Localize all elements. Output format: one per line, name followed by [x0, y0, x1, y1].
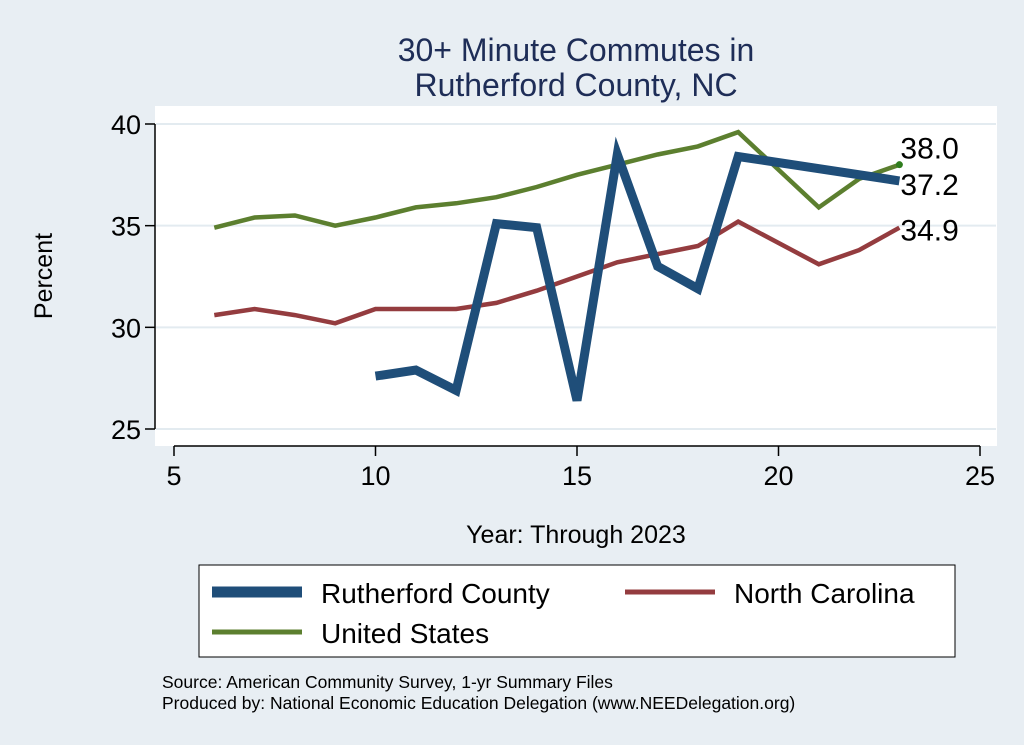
grid-layer	[156, 123, 996, 430]
series-line-north-carolina	[213, 219, 901, 326]
y-tick-label-40: 40	[111, 110, 141, 140]
legend-label-north-carolina: North Carolina	[734, 578, 915, 609]
x-tick-label-5: 5	[166, 461, 181, 491]
end-labels: 38.037.2 34.9	[900, 133, 958, 248]
x-tick-label-25: 25	[965, 461, 995, 491]
end-label-united-states: 38.0	[900, 133, 958, 166]
legend-box	[198, 564, 956, 658]
producer-note: Produced by: National Economic Education…	[162, 693, 795, 713]
legend: Rutherford County North Carolina United …	[198, 564, 956, 658]
series-line-rutherford-county	[374, 136, 901, 402]
chart-title-line-2: Rutherford County, NC	[414, 67, 737, 103]
end-label-north-carolina: 34.9	[900, 215, 958, 248]
y-axis-title: Percent	[30, 233, 58, 319]
legend-label-united-states: United States	[321, 618, 489, 649]
legend-label-rutherford-county: Rutherford County	[321, 578, 550, 609]
end-label-rutherford-county: 37.2	[900, 169, 958, 202]
y-tick-label-35: 35	[111, 212, 141, 242]
y-tick-label-25: 25	[111, 415, 141, 445]
x-tick-label-10: 10	[360, 461, 390, 491]
series-layer	[213, 129, 903, 402]
chart-title-line-1: 30+ Minute Commutes in	[398, 32, 755, 68]
x-tick-label-15: 15	[562, 461, 592, 491]
x-tick-label-20: 20	[763, 461, 793, 491]
source-note: Source: American Community Survey, 1-yr …	[162, 672, 613, 692]
y-tick-label-30: 30	[111, 313, 141, 343]
axes-layer: 25 30 35 40 5 10 15 20 25	[111, 110, 995, 491]
x-axis-title: Year: Through 2023	[466, 521, 686, 549]
marker-united-states-last	[895, 161, 903, 169]
